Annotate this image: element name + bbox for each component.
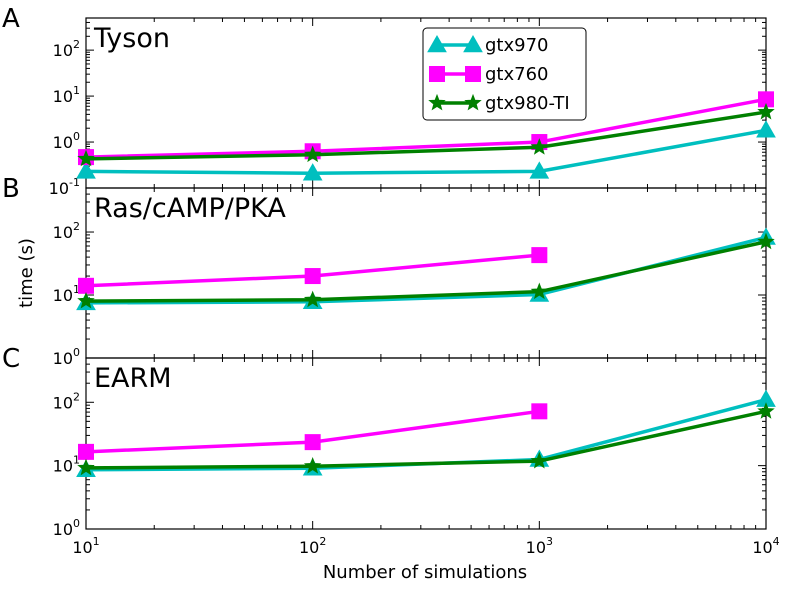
data-point-gtx970 <box>76 161 96 179</box>
x-axis: 101 102 103 104 <box>72 535 779 557</box>
x-tick-label: 102 <box>299 535 326 557</box>
x-axis-label: Number of simulations <box>323 562 527 583</box>
data-point-gtx980-ti <box>77 291 95 309</box>
data-point-gtx980-ti <box>530 451 549 469</box>
legend-label-gtx970: gtx970 <box>485 35 549 56</box>
data-point-gtx760 <box>304 434 321 451</box>
series-group <box>76 389 776 478</box>
series-line-gtx760 <box>85 97 767 159</box>
series-line-gtx970 <box>85 128 767 175</box>
y-tick-label: 102 <box>53 220 80 242</box>
series-group <box>76 91 776 181</box>
legend-marker-gtx760 <box>465 66 481 82</box>
legend-marker-gtx970 <box>427 34 447 53</box>
data-point-gtx980-ti <box>530 282 549 300</box>
y-tick-label: 102 <box>53 38 80 60</box>
data-point-gtx980-ti <box>757 102 775 120</box>
data-point-gtx760 <box>78 277 94 294</box>
panel-b: 100 101 102 Ras/cAMP/PKA B <box>2 174 776 368</box>
data-point-gtx980-ti <box>530 138 549 155</box>
data-point-gtx980-ti <box>303 457 322 474</box>
data-point-gtx970 <box>529 161 550 179</box>
data-point-gtx970 <box>756 120 776 138</box>
series-line-gtx980-ti <box>85 110 767 161</box>
data-point-gtx970 <box>302 163 323 181</box>
data-point-gtx980-ti <box>77 458 95 476</box>
y-tick-label: 100 <box>53 517 80 539</box>
panels: 10-1 100 101 102 Tyson A 100 101 102 Ras/cAMP/PKA… <box>2 4 776 539</box>
data-point-gtx980-ti <box>303 290 322 308</box>
panel-title: Tyson <box>93 23 170 54</box>
legend-marker-gtx760 <box>429 66 445 82</box>
legend-label-gtx980-ti: gtx980-TI <box>485 93 570 114</box>
x-tick-label: 104 <box>752 535 779 557</box>
panel-letter: C <box>2 344 20 374</box>
series-group <box>76 227 776 311</box>
data-point-gtx980-ti <box>303 145 322 163</box>
legend-marker-gtx970 <box>463 34 483 53</box>
plot-frame <box>85 357 767 530</box>
data-point-gtx980-ti <box>77 149 95 167</box>
y-tick-label: 102 <box>53 390 80 412</box>
legend-marker-gtx980-ti <box>428 93 446 111</box>
panel-letter: B <box>2 174 20 204</box>
series-line-gtx980-ti <box>85 240 767 303</box>
legend-label-gtx760: gtx760 <box>485 64 549 85</box>
panel-title: EARM <box>94 363 172 394</box>
legend-box <box>422 27 587 121</box>
y-tick-label: 100 <box>53 346 80 368</box>
data-point-gtx760 <box>531 403 548 420</box>
data-point-gtx760 <box>78 443 94 460</box>
y-tick-label: 101 <box>53 84 80 106</box>
data-point-gtx980-ti <box>757 402 775 419</box>
y-axis-label: time (s) <box>16 238 37 308</box>
y-tick-label: 101 <box>53 454 80 476</box>
panel-title: Ras/cAMP/PKA <box>94 193 286 224</box>
panel-c: 100 101 102 EARM C <box>2 344 776 539</box>
y-tick-label: 101 <box>53 283 80 305</box>
data-point-gtx760 <box>304 268 321 285</box>
series-line-gtx970 <box>85 235 767 305</box>
data-point-gtx760 <box>531 247 548 264</box>
y-tick-label: 10-1 <box>49 176 80 198</box>
panel-a: 10-1 100 101 102 Tyson A <box>2 4 776 198</box>
panel-letter: A <box>2 4 20 34</box>
data-point-gtx980-ti <box>757 232 775 250</box>
x-tick-label: 103 <box>526 535 553 557</box>
series-line-gtx980-ti <box>85 409 767 470</box>
y-tick-label: 100 <box>53 130 80 152</box>
x-tick-label: 101 <box>72 535 99 557</box>
legend-marker-gtx980-ti <box>464 93 482 111</box>
legend: gtx970 gtx760 gtx980-TI <box>422 27 587 121</box>
